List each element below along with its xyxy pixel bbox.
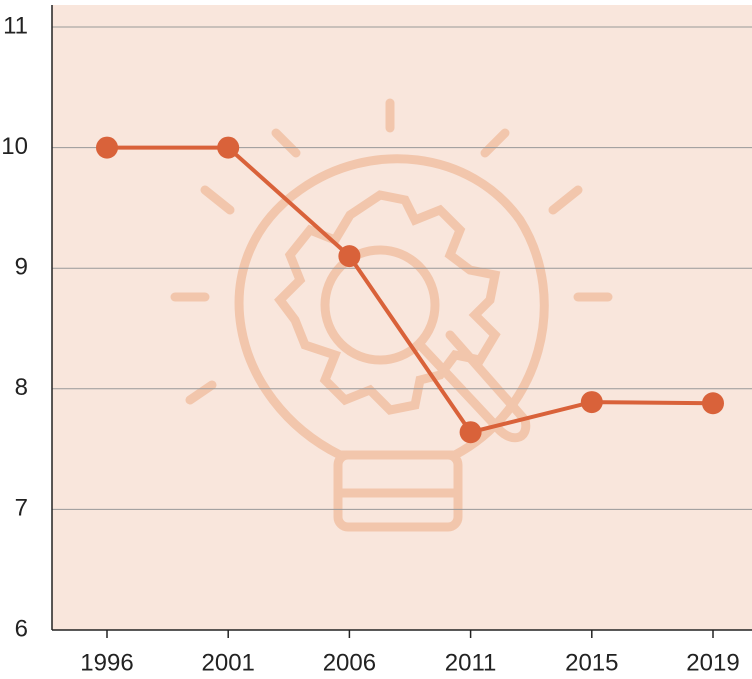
point [96, 137, 118, 159]
plot-background [52, 5, 752, 630]
x-tick-label: 2015 [565, 649, 618, 676]
x-tick-label: 2019 [686, 649, 739, 676]
point [460, 421, 482, 443]
x-tick-label: 2011 [445, 649, 497, 676]
y-tick-label: 11 [3, 12, 28, 39]
point [338, 245, 360, 267]
x-tick-label: 2001 [202, 649, 255, 676]
x-tick-label: 1996 [80, 649, 133, 676]
y-tick-label: 9 [15, 254, 28, 281]
y-tick-label: 7 [15, 495, 28, 522]
point [217, 137, 239, 159]
chart: 6 7 8 9 10 11 1996 2001 2006 2011 2015 2019 [0, 0, 752, 679]
point [581, 391, 603, 413]
point [702, 392, 724, 414]
y-tick-label: 10 [1, 133, 28, 160]
y-tick-label: 6 [15, 615, 28, 642]
y-tick-label: 8 [15, 374, 28, 401]
x-tick-label: 2006 [323, 649, 376, 676]
